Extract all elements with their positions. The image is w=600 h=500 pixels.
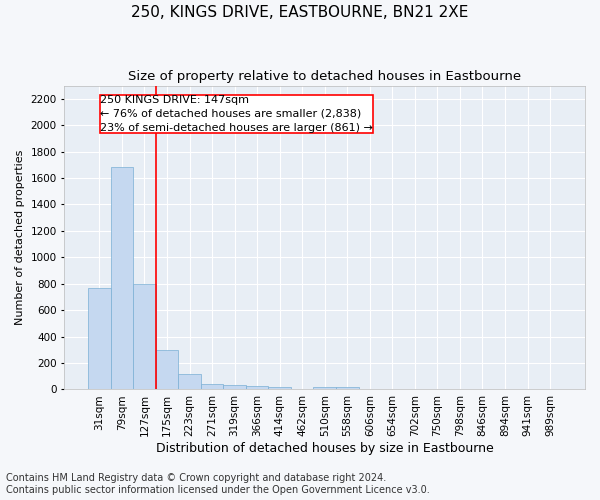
Bar xyxy=(313,386,336,390)
Bar xyxy=(268,386,291,390)
Bar xyxy=(223,385,246,390)
Title: Size of property relative to detached houses in Eastbourne: Size of property relative to detached ho… xyxy=(128,70,521,83)
Bar xyxy=(88,288,110,390)
Text: 250 KINGS DRIVE: 147sqm
← 76% of detached houses are smaller (2,838)
23% of semi: 250 KINGS DRIVE: 147sqm ← 76% of detache… xyxy=(100,95,373,133)
Bar xyxy=(156,350,178,390)
Bar xyxy=(336,386,359,390)
Bar xyxy=(201,384,223,390)
Bar xyxy=(246,386,268,390)
Text: Contains HM Land Registry data © Crown copyright and database right 2024.
Contai: Contains HM Land Registry data © Crown c… xyxy=(6,474,430,495)
Y-axis label: Number of detached properties: Number of detached properties xyxy=(15,150,25,325)
Bar xyxy=(133,284,156,390)
Bar xyxy=(110,168,133,390)
X-axis label: Distribution of detached houses by size in Eastbourne: Distribution of detached houses by size … xyxy=(156,442,494,455)
Bar xyxy=(178,374,201,390)
Text: 250, KINGS DRIVE, EASTBOURNE, BN21 2XE: 250, KINGS DRIVE, EASTBOURNE, BN21 2XE xyxy=(131,5,469,20)
